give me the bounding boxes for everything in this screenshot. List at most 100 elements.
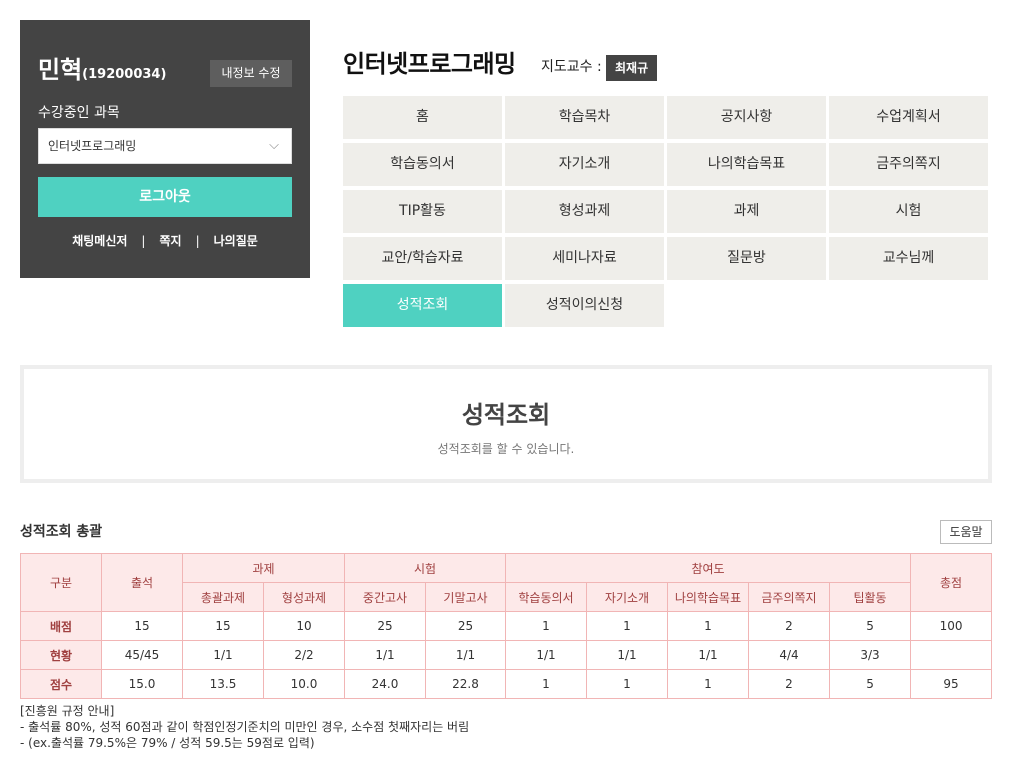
menu-item[interactable]: 홈 — [343, 96, 502, 139]
table-cell: 10.0 — [263, 669, 345, 699]
table-cell: 15 — [101, 611, 183, 641]
header-category: 구분 — [20, 553, 102, 612]
table-cell: 100 — [910, 611, 993, 641]
chat-messenger-link[interactable]: 채팅메신저 — [72, 234, 128, 248]
table-cell: 1 — [586, 669, 668, 699]
table-cell: 24.0 — [344, 669, 426, 699]
header-attendance: 출석 — [101, 553, 183, 612]
course-label: 수강중인 과목 — [38, 105, 120, 121]
row-label: 배점 — [20, 611, 102, 641]
table-cell: 2 — [748, 669, 830, 699]
help-button[interactable]: 도움말 — [940, 520, 992, 544]
header-assignment: 과제 — [182, 553, 345, 583]
user-id: (19200034) — [82, 67, 167, 82]
separator: | — [195, 234, 200, 248]
header-self-intro: 자기소개 — [586, 582, 668, 612]
header-total: 총점 — [910, 553, 993, 612]
table-cell: 45/45 — [101, 640, 183, 670]
user-links: 채팅메신저 | 쪽지 | 나의질문 — [20, 232, 310, 249]
menu-item[interactable]: 시험 — [829, 190, 988, 233]
table-cell: 13.5 — [182, 669, 264, 699]
separator: | — [141, 234, 146, 248]
grade-summary-table: 구분 출석 과제 시험 참여도 총점 총괄과제 형성과제 중간고사 기말고사 학… — [20, 553, 993, 699]
professor-label: 지도교수 : — [541, 59, 602, 75]
course-select[interactable]: 인터넷프로그래밍 ⌵ — [38, 128, 292, 164]
table-cell: 15.0 — [101, 669, 183, 699]
page-title: 성적조회 — [461, 401, 551, 429]
page-subtitle: 성적조회를 할 수 있습니다. — [437, 442, 575, 456]
table-cell: 22.8 — [425, 669, 506, 699]
user-name: 민혁(19200034) — [38, 50, 166, 85]
menu-item[interactable]: 질문방 — [667, 237, 826, 280]
table-cell: 1/1 — [425, 640, 506, 670]
summary-title: 성적조회 총괄 — [20, 524, 103, 540]
note-line: - 출석률 80%, 성적 60점과 같이 학점인정기준치의 미만인 경우, 소… — [20, 720, 470, 734]
table-cell: 1 — [586, 611, 668, 641]
header-participation: 참여도 — [504, 553, 912, 583]
table-cell: 95 — [910, 669, 993, 699]
menu-item[interactable]: 나의학습목표 — [667, 143, 826, 186]
header-exam: 시험 — [344, 553, 506, 583]
header-learning-agreement: 학습동의서 — [505, 582, 587, 612]
logout-button[interactable]: 로그아웃 — [38, 177, 292, 217]
table-cell: 5 — [828, 611, 912, 641]
menu-item[interactable]: 학습동의서 — [343, 143, 502, 186]
course-title: 인터넷프로그래밍 — [343, 50, 516, 78]
menu-item[interactable]: 수업계획서 — [829, 96, 988, 139]
user-panel: 민혁(19200034) 내정보 수정 수강중인 과목 인터넷프로그래밍 ⌵ 로… — [20, 20, 310, 278]
menu-item[interactable]: 자기소개 — [505, 143, 664, 186]
regulation-notes: [진흥원 규정 안내] - 출석률 80%, 성적 60점과 같이 학점인정기준… — [20, 703, 469, 751]
note-line: [진흥원 규정 안내] — [20, 704, 115, 718]
table-cell: 1/1 — [667, 640, 749, 670]
table-cell: 2/2 — [263, 640, 345, 670]
table-cell: 25 — [344, 611, 426, 641]
menu-item[interactable]: 형성과제 — [505, 190, 664, 233]
header-tip-activity: 팁활동 — [828, 582, 912, 612]
menu-item[interactable]: 성적이의신청 — [505, 284, 664, 327]
row-label: 점수 — [20, 669, 102, 699]
menu-item[interactable]: 금주의쪽지 — [829, 143, 988, 186]
table-cell: 2 — [748, 611, 830, 641]
menu-item[interactable]: 세미나자료 — [505, 237, 664, 280]
menu-item[interactable]: 성적조회 — [343, 284, 502, 327]
professor-name: 최재규 — [606, 55, 658, 81]
menu-item[interactable]: 학습목차 — [505, 96, 664, 139]
row-label: 현황 — [20, 640, 102, 670]
table-cell: 15 — [182, 611, 264, 641]
table-row: 점수 15.0 13.5 10.0 24.0 22.8 1 1 1 2 5 95 — [20, 669, 993, 699]
header-final: 기말고사 — [425, 582, 506, 612]
header-weekly-note: 금주의쪽지 — [748, 582, 830, 612]
edit-profile-button[interactable]: 내정보 수정 — [210, 60, 292, 87]
header-midterm: 중간고사 — [344, 582, 426, 612]
header-formative-assignment: 형성과제 — [263, 582, 345, 612]
menu-item[interactable]: 교수님께 — [829, 237, 988, 280]
my-questions-link[interactable]: 나의질문 — [213, 234, 258, 248]
menu-item[interactable]: 교안/학습자료 — [343, 237, 502, 280]
table-cell: 1/1 — [586, 640, 668, 670]
message-link[interactable]: 쪽지 — [159, 234, 182, 248]
table-cell: 1 — [667, 669, 749, 699]
table-cell — [910, 640, 993, 670]
menu-item[interactable]: 공지사항 — [667, 96, 826, 139]
table-row: 현황 45/45 1/1 2/2 1/1 1/1 1/1 1/1 1/1 4/4 3/3 — [20, 640, 993, 670]
menu-item[interactable]: TIP활동 — [343, 190, 502, 233]
table-cell: 1/1 — [344, 640, 426, 670]
table-cell: 1/1 — [182, 640, 264, 670]
table-cell: 1 — [505, 669, 587, 699]
table-cell: 3/3 — [828, 640, 912, 670]
menu-item[interactable]: 과제 — [667, 190, 826, 233]
chevron-down-icon: ⌵ — [269, 138, 279, 153]
user-name-text: 민혁 — [38, 56, 83, 84]
table-cell: 5 — [828, 669, 912, 699]
table-cell: 1/1 — [505, 640, 587, 670]
page-title-box: 성적조회 성적조회를 할 수 있습니다. — [20, 365, 992, 483]
table-cell: 25 — [425, 611, 506, 641]
table-cell: 1 — [505, 611, 587, 641]
note-line: - (ex.출석률 79.5%은 79% / 성적 59.5는 59점로 입력) — [20, 736, 315, 750]
table-row: 배점 15 15 10 25 25 1 1 1 2 5 100 — [20, 611, 993, 641]
course-select-value: 인터넷프로그래밍 — [48, 139, 137, 153]
header-summary-assignment: 총괄과제 — [182, 582, 264, 612]
header-my-goal: 나의학습목표 — [667, 582, 749, 612]
table-cell: 1 — [667, 611, 749, 641]
